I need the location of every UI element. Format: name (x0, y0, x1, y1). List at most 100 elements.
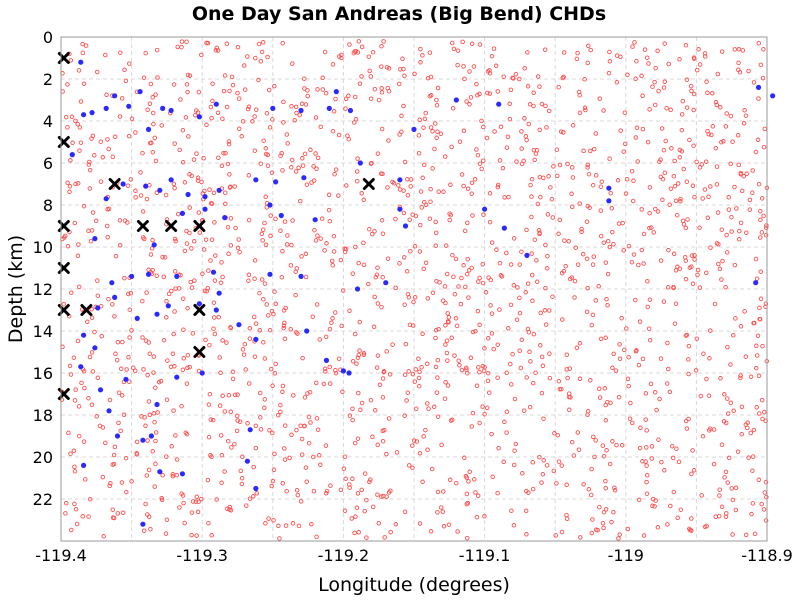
background-event-point (366, 281, 371, 287)
background-event-point (327, 218, 333, 224)
background-event-point (89, 350, 95, 355)
background-event-point (678, 199, 683, 204)
background-event-point (288, 263, 294, 268)
background-event-point (315, 155, 321, 161)
background-event-point (418, 46, 423, 52)
background-event-point (218, 370, 223, 376)
background-event-point (206, 402, 212, 407)
background-event-point (592, 454, 597, 460)
background-event-point (146, 399, 152, 404)
background-event-point (361, 240, 366, 246)
background-event-point (289, 104, 294, 109)
background-event-point (113, 253, 119, 259)
background-event-point (385, 185, 390, 190)
background-event-point (74, 521, 80, 527)
background-event-point (480, 262, 485, 267)
background-event-point (401, 188, 406, 193)
background-event-point (402, 302, 407, 307)
background-event-point (601, 525, 606, 531)
background-event-point (575, 430, 581, 435)
background-event-point (495, 182, 501, 188)
background-event-point (729, 214, 734, 220)
background-event-point (724, 250, 730, 255)
background-event-point (678, 507, 684, 512)
background-event-point (644, 473, 650, 478)
background-event-point (258, 415, 263, 420)
background-event-point (341, 466, 347, 471)
background-event-point (543, 242, 548, 248)
blue-event-point (92, 345, 98, 351)
background-event-point (73, 118, 78, 124)
background-event-point (140, 235, 146, 240)
series-background-events (59, 39, 770, 541)
background-event-point (144, 290, 149, 295)
background-event-point (545, 253, 550, 259)
background-event-point (726, 455, 732, 461)
background-event-point (652, 79, 657, 85)
background-event-point (764, 223, 769, 228)
background-event-point (526, 121, 532, 127)
background-event-point (706, 393, 712, 398)
background-event-point (75, 121, 80, 127)
background-event-point (243, 367, 248, 372)
background-event-point (324, 488, 330, 494)
background-event-point (166, 291, 172, 297)
background-event-point (543, 103, 548, 109)
background-event-point (257, 328, 263, 333)
background-event-point (386, 138, 391, 143)
background-event-point (732, 47, 738, 52)
background-event-point (446, 522, 452, 527)
background-event-point (714, 102, 719, 108)
background-event-point (737, 69, 743, 75)
background-event-point (308, 147, 313, 153)
background-event-point (213, 48, 219, 53)
background-event-point (307, 389, 313, 395)
background-event-point (705, 128, 710, 134)
background-event-point (89, 315, 95, 321)
background-event-point (723, 469, 729, 475)
background-event-point (416, 383, 422, 389)
background-event-point (313, 115, 319, 120)
background-event-point (362, 471, 368, 476)
background-event-point (368, 74, 374, 79)
background-event-point (720, 258, 725, 264)
blue-event-point (168, 177, 174, 183)
background-event-point (484, 135, 490, 141)
background-event-point (435, 414, 441, 419)
background-event-point (359, 487, 364, 493)
background-event-point (141, 75, 147, 80)
background-event-point (759, 501, 764, 507)
background-event-point (207, 342, 212, 348)
blue-event-point (216, 187, 222, 193)
background-event-point (322, 366, 328, 372)
background-event-point (684, 426, 690, 431)
background-event-point (623, 191, 629, 196)
background-event-point (665, 285, 671, 290)
background-event-point (251, 314, 257, 320)
background-event-point (749, 511, 754, 517)
background-event-point (593, 173, 599, 178)
background-event-point (707, 356, 712, 361)
background-event-point (216, 155, 221, 160)
background-event-point (433, 327, 439, 333)
background-event-point (141, 367, 146, 372)
background-event-point (693, 368, 699, 373)
background-event-point (512, 448, 517, 453)
background-event-point (208, 453, 213, 458)
background-event-point (525, 84, 531, 89)
background-event-point (642, 47, 648, 52)
background-event-point (475, 308, 481, 314)
background-event-point (428, 125, 434, 130)
background-event-point (246, 278, 251, 283)
background-event-point (566, 394, 572, 400)
background-event-point (417, 117, 422, 123)
background-event-point (441, 523, 447, 529)
background-event-point (239, 475, 245, 481)
background-event-point (63, 500, 69, 506)
background-event-point (433, 364, 439, 370)
background-event-point (702, 187, 708, 192)
background-event-point (326, 192, 332, 198)
x-tick-label: -119.1 (459, 546, 511, 565)
background-event-point (143, 501, 148, 507)
background-event-point (482, 514, 487, 519)
